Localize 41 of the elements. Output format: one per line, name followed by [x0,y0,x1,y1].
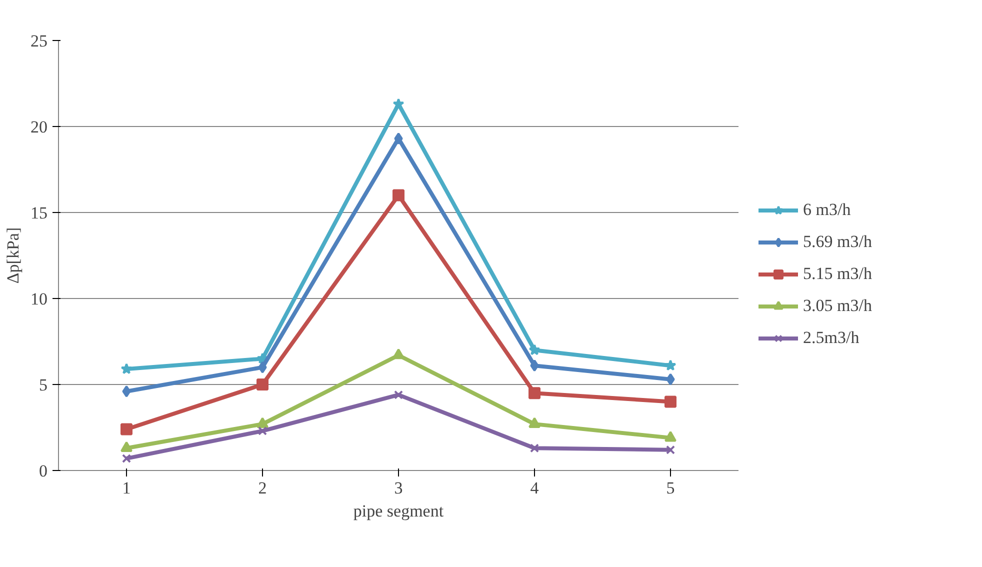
point [664,396,676,408]
point [666,445,676,454]
x-tick-label: 1 [122,478,131,498]
point [256,417,268,428]
point [664,360,676,371]
point [392,189,404,202]
legend-label: 2.5m3/h [803,328,860,348]
point [666,373,675,386]
y-axis-title: Δp[kPa] [4,227,22,284]
x-tick-label: 4 [530,478,540,498]
point [530,360,539,372]
point [528,417,540,428]
point [256,378,268,390]
point [122,385,131,398]
point [120,441,132,452]
point [120,363,132,374]
point [528,387,540,400]
point [528,344,540,356]
point [530,444,540,453]
point [120,423,132,436]
y-tick-label: 5 [39,376,48,394]
x-tick-label: 3 [394,478,403,498]
y-tick-label: 15 [30,204,48,222]
y-tick-label: 10 [30,290,48,308]
y-tick-label: 0 [39,462,48,480]
point [122,454,132,463]
y-tick-label: 20 [30,118,48,136]
point [258,426,268,436]
point [258,361,267,374]
legend-label: 6 m3/h [803,200,851,220]
x-axis-title: pipe segment [353,502,444,520]
point [392,348,404,360]
point [394,390,404,400]
point [394,132,403,145]
x-tick-label: 2 [258,478,267,498]
legend-label: 3.05 m3/h [803,296,872,316]
legend-label: 5.15 m3/h [803,264,872,284]
point [664,431,676,442]
legend-label: 5.69 m3/h [803,232,872,252]
x-tick-label: 5 [666,478,675,498]
y-tick-label: 25 [30,32,48,50]
